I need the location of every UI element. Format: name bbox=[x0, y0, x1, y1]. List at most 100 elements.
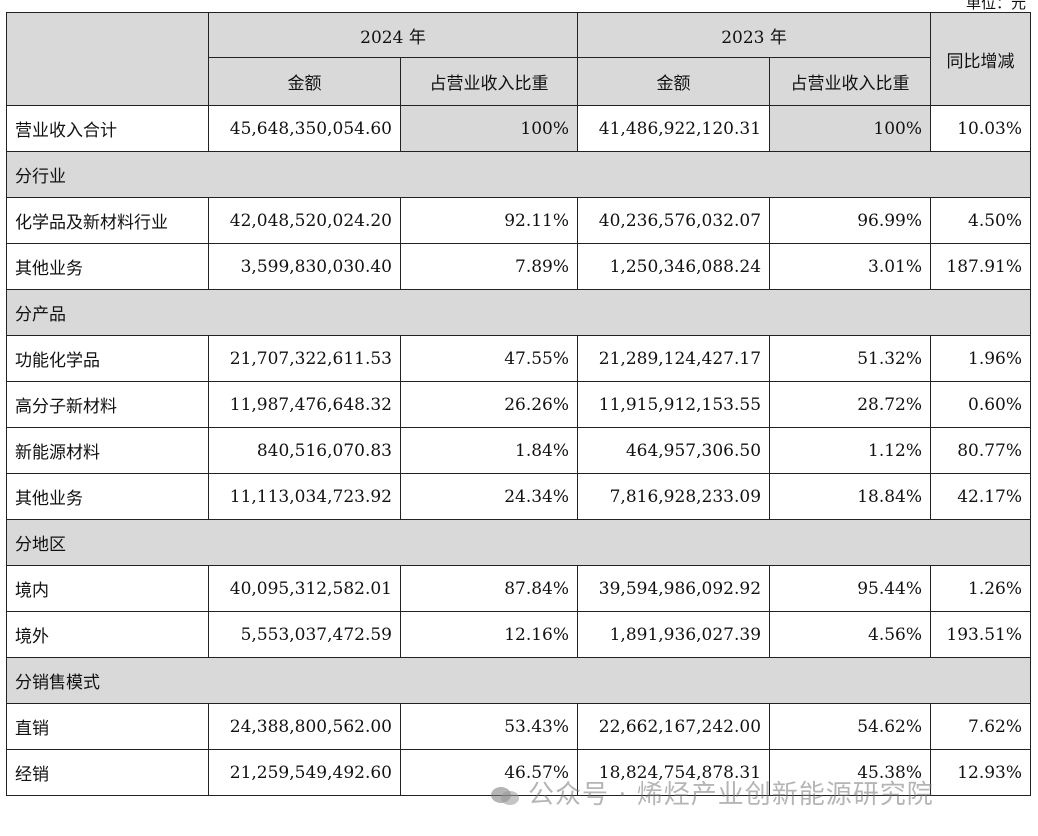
amount-2023-cell: 21,289,124,427.17 bbox=[577, 335, 771, 382]
ratio-2024-cell: 46.57% bbox=[399, 749, 579, 796]
amount-2024-cell: 21,259,549,492.60 bbox=[208, 749, 401, 796]
ratio-2024-cell: 12.16% bbox=[399, 611, 579, 658]
amount-2023-cell: 464,957,306.50 bbox=[577, 427, 771, 474]
section-label: 分行业 bbox=[5, 151, 1032, 198]
amount-2023-cell: 22,662,167,242.00 bbox=[577, 703, 771, 750]
header-corner bbox=[6, 12, 209, 106]
ratio-2024-cell: 100% bbox=[399, 105, 579, 152]
header-2024: 2024 年 bbox=[207, 12, 579, 58]
row-label: 境外 bbox=[6, 611, 209, 658]
amount-2024-cell: 3,599,830,030.40 bbox=[208, 243, 401, 290]
row-label: 其他业务 bbox=[6, 243, 209, 290]
ratio-2023-cell: 51.32% bbox=[769, 335, 932, 382]
wechat-icon bbox=[491, 786, 519, 805]
ratio-2024-cell: 7.89% bbox=[399, 243, 579, 290]
ratio-2023-cell: 45.38% bbox=[769, 749, 932, 796]
row-label: 新能源材料 bbox=[6, 427, 209, 474]
header-row-years: 2024 年 2023 年 同比增减 bbox=[6, 12, 1032, 106]
header-ratio-2024: 占营业收入比重 bbox=[399, 57, 579, 106]
amount-2024-cell: 840,516,070.83 bbox=[208, 427, 401, 474]
section-row: 分行业 bbox=[5, 151, 1032, 198]
yoy-cell: 4.50% bbox=[930, 197, 1032, 244]
table-row: 其他业务 3,599,830,030.40 7.89% 1,250,346,088.2… bbox=[6, 243, 1032, 290]
amount-2024-cell: 5,553,037,472.59 bbox=[208, 611, 401, 658]
unit-label: 单位：元 bbox=[965, 0, 1026, 12]
header-yoy: 同比增减 bbox=[930, 12, 1032, 106]
amount-2023-cell: 1,250,346,088.24 bbox=[577, 243, 771, 290]
row-label: 经销 bbox=[6, 749, 209, 796]
ratio-2023-cell: 3.01% bbox=[769, 243, 932, 290]
watermark-text: 公众号 · 烯烃产业创新能源研究院 bbox=[528, 780, 934, 810]
row-label: 化学品及新材料行业 bbox=[6, 197, 209, 244]
row-label: 其他业务 bbox=[6, 473, 209, 520]
table-row: 营业收入合计 45,648,350,054.60 100% 41,486,922,12… bbox=[6, 105, 1032, 152]
amount-2023-cell: 39,594,986,092.92 bbox=[577, 565, 771, 612]
ratio-2024-cell: 53.43% bbox=[399, 703, 579, 750]
row-label: 高分子新材料 bbox=[6, 381, 209, 428]
amount-2024-cell: 11,113,034,723.92 bbox=[208, 473, 401, 520]
yoy-cell: 1.96% bbox=[930, 335, 1032, 382]
ratio-2023-cell: 100% bbox=[769, 105, 932, 152]
header-2023: 2023 年 bbox=[577, 12, 932, 58]
ratio-2024-cell: 92.11% bbox=[399, 197, 579, 244]
amount-2024-cell: 24,388,800,562.00 bbox=[208, 703, 401, 750]
table-row: 其他业务 11,113,034,723.92 24.34% 7,816,928,233… bbox=[6, 473, 1032, 520]
watermark: 公众号 · 烯烃产业创新能源研究院 bbox=[490, 774, 934, 811]
yoy-cell: 7.62% bbox=[930, 703, 1032, 750]
header-ratio-2023: 占营业收入比重 bbox=[769, 57, 932, 106]
ratio-2024-cell: 24.34% bbox=[399, 473, 579, 520]
row-label: 境内 bbox=[6, 565, 209, 612]
table-row: 境外 5,553,037,472.59 12.16% 1,891,936,027.39… bbox=[6, 611, 1032, 658]
table-row: 境内 40,095,312,582.01 87.84% 39,594,986,092.… bbox=[6, 565, 1032, 612]
amount-2023-cell: 40,236,576,032.07 bbox=[577, 197, 771, 244]
yoy-cell: 12.93% bbox=[930, 749, 1032, 796]
amount-2024-cell: 21,707,322,611.53 bbox=[208, 335, 401, 382]
ratio-2024-cell: 87.84% bbox=[399, 565, 579, 612]
header-row-cols: 金额 占营业收入比重 金额 占营业收入比重 bbox=[7, 57, 1031, 106]
yoy-cell: 193.51% bbox=[930, 611, 1032, 658]
section-row: 分地区 bbox=[5, 519, 1032, 566]
ratio-2024-cell: 26.26% bbox=[399, 381, 579, 428]
ratio-2023-cell: 1.12% bbox=[769, 427, 932, 474]
table-row: 直销 24,388,800,562.00 53.43% 22,662,167,242.… bbox=[6, 703, 1032, 750]
section-label: 分地区 bbox=[5, 519, 1032, 566]
amount-2024-cell: 42,048,520,024.20 bbox=[208, 197, 401, 244]
amount-2024-cell: 40,095,312,582.01 bbox=[208, 565, 401, 612]
row-label: 营业收入合计 bbox=[6, 105, 209, 152]
table-row: 化学品及新材料行业 42,048,520,024.20 92.11% 40,236,5… bbox=[6, 197, 1032, 244]
section-label: 分产品 bbox=[5, 289, 1032, 336]
section-label: 分销售模式 bbox=[5, 657, 1032, 704]
yoy-cell: 10.03% bbox=[930, 105, 1032, 152]
table-row: 功能化学品 21,707,322,611.53 47.55% 21,289,124,4… bbox=[6, 335, 1032, 382]
ratio-2024-cell: 47.55% bbox=[399, 335, 579, 382]
revenue-table: 2024 年 2023 年 同比增减 金额 占营业收入比重 金额 占营业收入比重… bbox=[5, 12, 1032, 796]
row-label: 直销 bbox=[6, 703, 209, 750]
ratio-2023-cell: 18.84% bbox=[769, 473, 932, 520]
amount-2023-cell: 1,891,936,027.39 bbox=[577, 611, 771, 658]
header-amount-2023: 金额 bbox=[577, 57, 771, 106]
amount-2023-cell: 7,816,928,233.09 bbox=[577, 473, 771, 520]
yoy-cell: 80.77% bbox=[930, 427, 1032, 474]
row-label: 功能化学品 bbox=[6, 335, 209, 382]
amount-2023-cell: 11,915,912,153.55 bbox=[577, 381, 771, 428]
ratio-2023-cell: 96.99% bbox=[769, 197, 932, 244]
section-row: 分销售模式 bbox=[5, 657, 1032, 704]
amount-2024-cell: 45,648,350,054.60 bbox=[208, 105, 401, 152]
ratio-2024-cell: 1.84% bbox=[399, 427, 579, 474]
ratio-2023-cell: 54.62% bbox=[769, 703, 932, 750]
table-row: 新能源材料 840,516,070.83 1.84% 464,957,306.50 1.… bbox=[6, 427, 1032, 474]
ratio-2023-cell: 28.72% bbox=[769, 381, 932, 428]
ratio-2023-cell: 4.56% bbox=[769, 611, 932, 658]
table-row: 经销 21,259,549,492.60 46.57% 18,824,754,878.… bbox=[6, 749, 1032, 796]
table-row: 高分子新材料 11,987,476,648.32 26.26% 11,915,912,… bbox=[6, 381, 1032, 428]
ratio-2023-cell: 95.44% bbox=[769, 565, 932, 612]
yoy-cell: 1.26% bbox=[930, 565, 1032, 612]
amount-2023-cell: 41,486,922,120.31 bbox=[577, 105, 771, 152]
yoy-cell: 187.91% bbox=[930, 243, 1032, 290]
section-row: 分产品 bbox=[5, 289, 1032, 336]
yoy-cell: 0.60% bbox=[930, 381, 1032, 428]
header-amount-2024: 金额 bbox=[208, 57, 401, 106]
amount-2023-cell: 18,824,754,878.31 bbox=[577, 749, 771, 796]
amount-2024-cell: 11,987,476,648.32 bbox=[208, 381, 401, 428]
yoy-cell: 42.17% bbox=[930, 473, 1032, 520]
